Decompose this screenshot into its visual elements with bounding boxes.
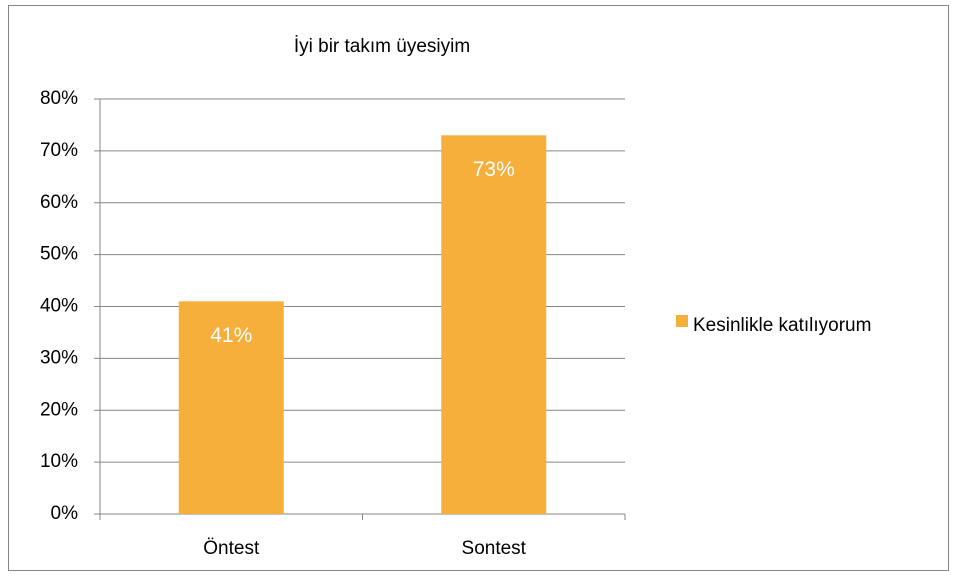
chart-title: İyi bir takım üyesiyim bbox=[294, 36, 470, 57]
bar bbox=[441, 135, 547, 514]
y-tick-label: 10% bbox=[40, 451, 78, 472]
y-tick-label: 80% bbox=[40, 88, 78, 109]
y-tick-label: 70% bbox=[40, 140, 78, 161]
y-tick-label: 50% bbox=[40, 244, 78, 265]
data-label: 41% bbox=[210, 324, 252, 347]
legend-label: Kesinlikle katılıyorum bbox=[693, 315, 871, 336]
y-tick-label: 20% bbox=[40, 399, 78, 420]
x-tick-label: Öntest bbox=[203, 538, 260, 559]
y-tick-label: 30% bbox=[40, 347, 78, 368]
bar bbox=[178, 301, 284, 514]
y-tick-label: 60% bbox=[40, 192, 78, 213]
y-tick-label: 40% bbox=[40, 296, 78, 317]
x-tick-label: Sontest bbox=[462, 538, 527, 559]
legend-swatch bbox=[676, 315, 688, 327]
data-label: 73% bbox=[473, 158, 515, 181]
y-tick-label: 0% bbox=[51, 503, 79, 524]
